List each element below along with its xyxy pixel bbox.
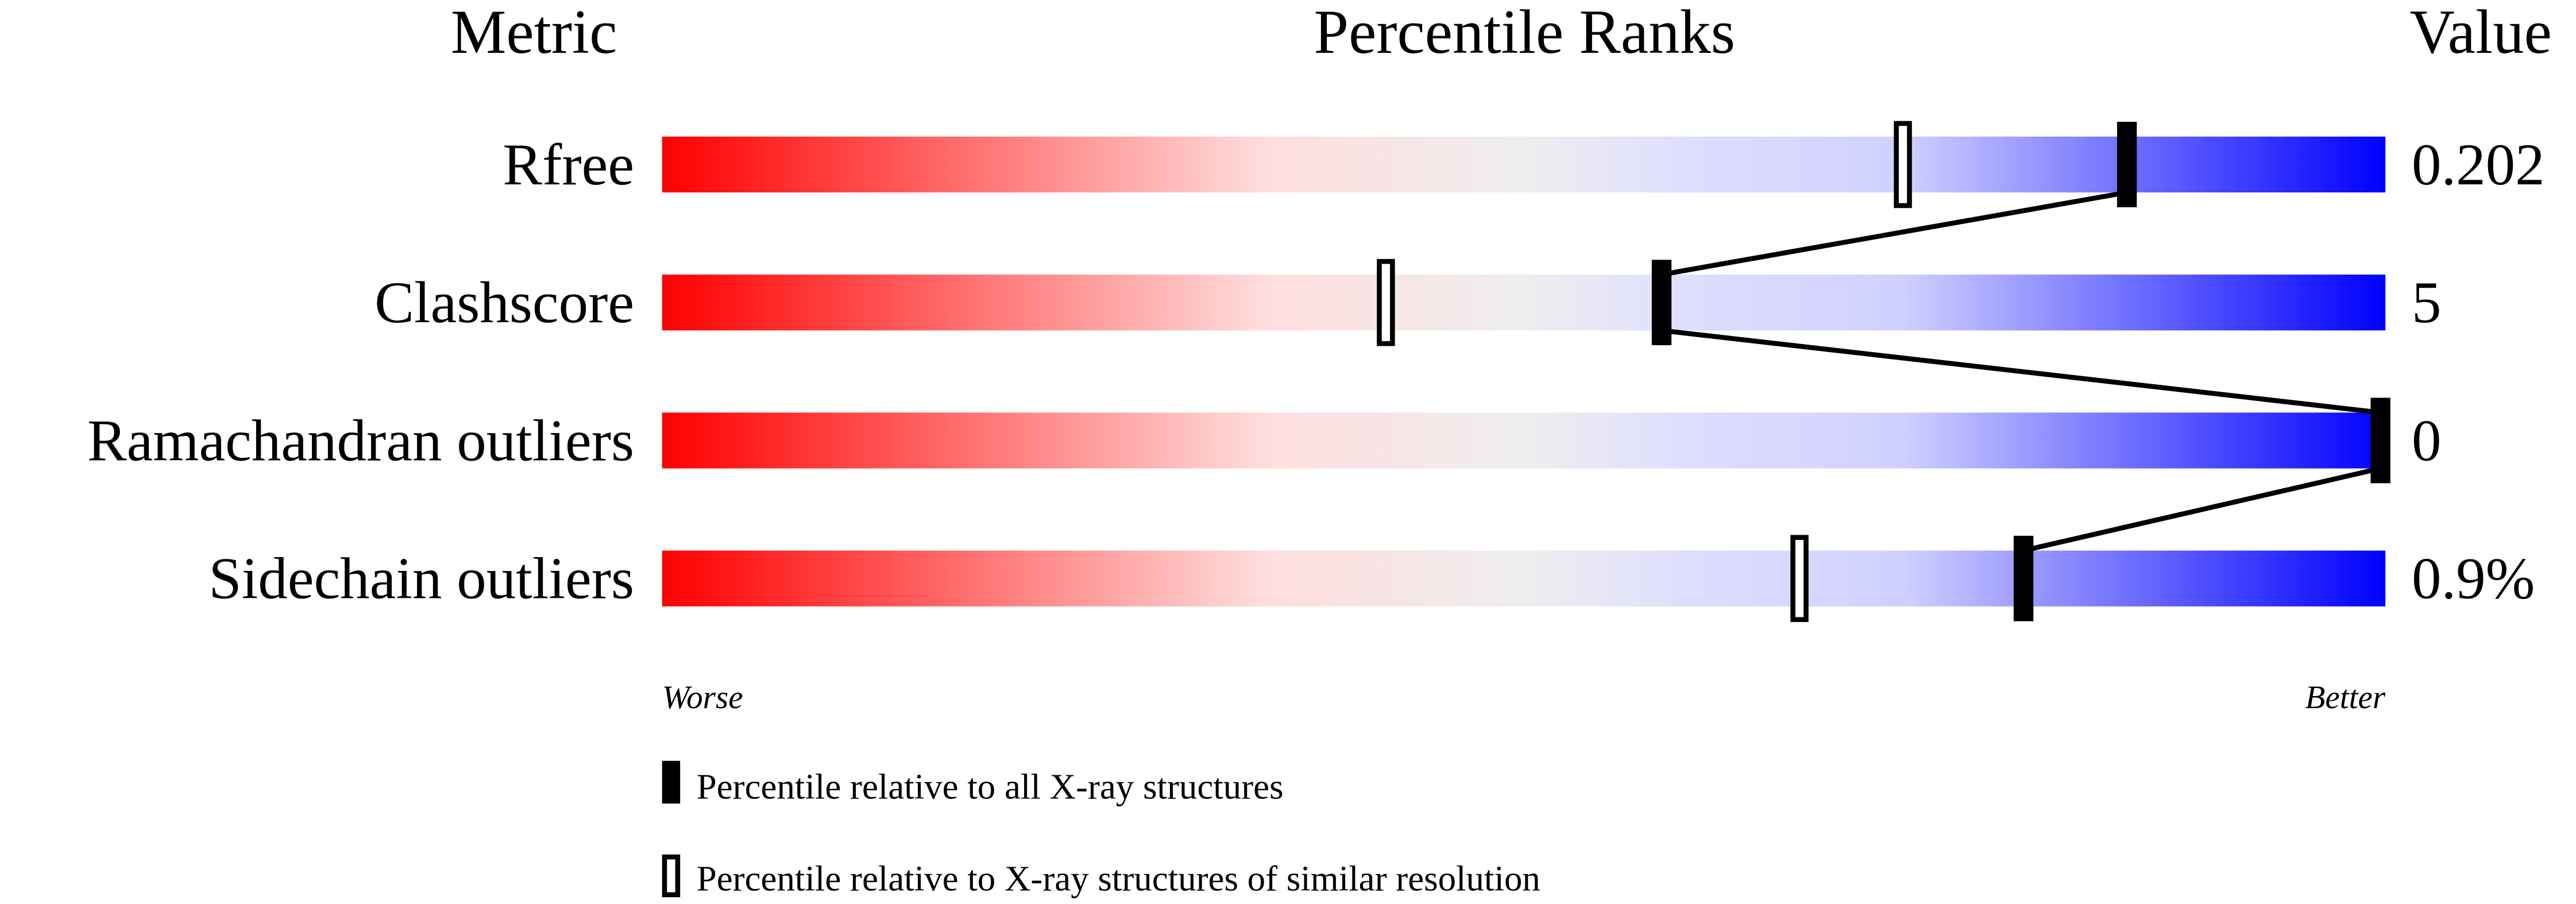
metric-value: 0.9% (2412, 546, 2535, 612)
all-structures-marker (1651, 260, 1672, 346)
header-value: Value (2409, 0, 2551, 67)
metric-label: Sidechain outliers (208, 546, 634, 612)
metric-label: Clashscore (374, 270, 634, 335)
legend-open-label: Percentile relative to X-ray structures … (697, 859, 1540, 899)
metric-value: 5 (2412, 270, 2441, 335)
similar-resolution-marker (1377, 258, 1395, 346)
all-structures-marker (2117, 122, 2137, 207)
percentile-bar (662, 412, 2386, 469)
axis-label-worse: Worse (662, 679, 743, 716)
percentile-bar (662, 550, 2386, 606)
all-structures-marker (2370, 397, 2390, 484)
metric-label: Ramachandran outliers (87, 408, 634, 473)
legend-filled-label: Percentile relative to all X-ray structu… (697, 767, 1284, 807)
percentile-bar (662, 136, 2386, 193)
header-metric: Metric (451, 0, 617, 67)
axis-label-better: Better (2305, 679, 2385, 716)
legend-filled-marker (662, 760, 681, 804)
percentile-connector-line (1661, 190, 2381, 553)
legend-open-marker (662, 854, 681, 898)
similar-resolution-marker (1894, 121, 1912, 208)
metric-label: Rfree (503, 132, 634, 198)
metric-value: 0.202 (2412, 132, 2545, 198)
percentile-bar (662, 275, 2386, 331)
metric-value: 0 (2412, 408, 2441, 473)
all-structures-marker (2013, 535, 2034, 621)
header-ranks: Percentile Ranks (1314, 0, 1735, 67)
similar-resolution-marker (1790, 535, 1809, 623)
